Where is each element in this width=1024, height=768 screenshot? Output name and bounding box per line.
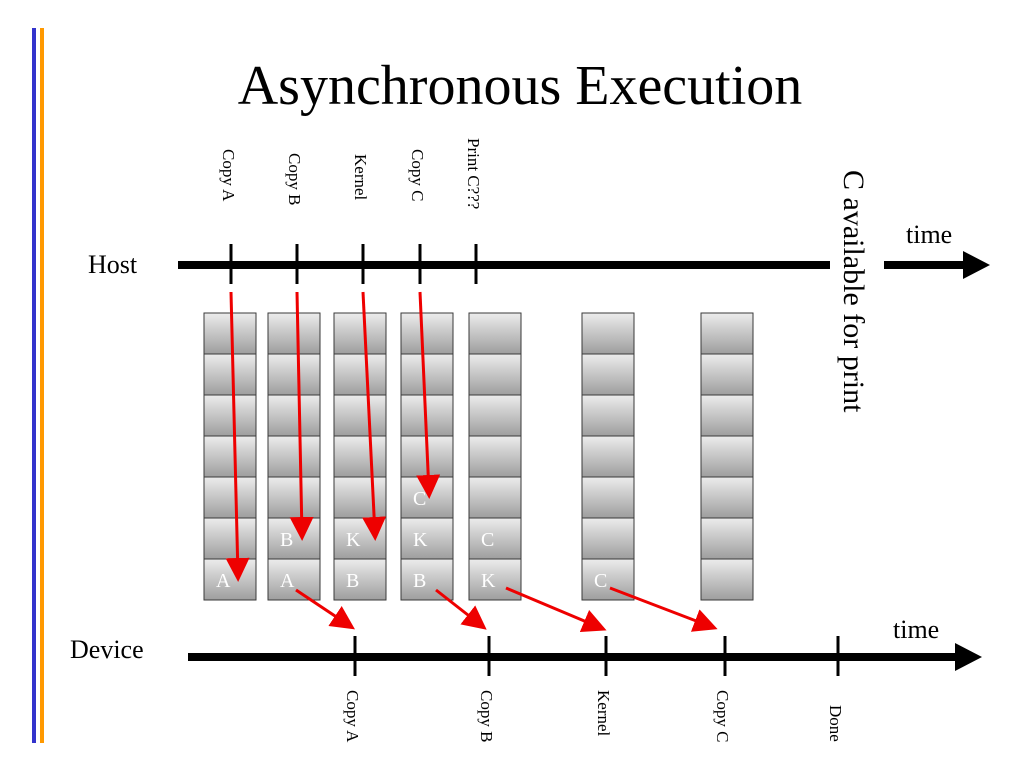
queue-stack-5	[468, 312, 522, 601]
queue-cell	[333, 312, 387, 355]
queue-cell-letter: C	[481, 529, 495, 551]
queue-cell	[400, 517, 454, 560]
queue-cell	[400, 558, 454, 601]
queue-cell	[203, 476, 257, 519]
host-time-label: time	[906, 220, 953, 249]
arrow-dequeue-copy-b	[435, 588, 487, 630]
queue-cell	[267, 558, 321, 601]
queue-cell	[400, 353, 454, 396]
queue-cell-letter: B	[280, 529, 294, 551]
queue-cell	[333, 353, 387, 396]
queue-cell	[581, 312, 635, 355]
queue-cell	[333, 435, 387, 478]
queue-cell	[203, 435, 257, 478]
queue-cell	[267, 476, 321, 519]
device-timeline	[188, 643, 982, 671]
queue-cell	[468, 353, 522, 396]
queue-cell	[267, 394, 321, 437]
queue-cell	[400, 476, 454, 519]
queue-cell	[468, 312, 522, 355]
queue-cell	[581, 353, 635, 396]
queue-cell	[700, 558, 754, 601]
queue-stacks	[203, 312, 754, 601]
arrow-dequeue-kernel	[505, 586, 607, 633]
queue-cell	[468, 394, 522, 437]
queue-cell-letter: K	[481, 570, 496, 592]
host-event-print: Print C???	[464, 138, 483, 210]
arrow-enqueue-kernel	[361, 291, 387, 541]
device-time-label: time	[893, 615, 940, 644]
queue-cell	[267, 353, 321, 396]
accent-bar-blue	[32, 28, 36, 743]
queue-cell	[203, 517, 257, 560]
queue-cell	[700, 517, 754, 560]
queue-cell	[700, 435, 754, 478]
slide-title: Asynchronous Execution	[237, 55, 803, 117]
accent-bar-orange	[40, 28, 44, 743]
queue-cell-letter: C	[594, 570, 608, 592]
device-label: Device	[70, 635, 144, 664]
queue-cell-letter: B	[413, 570, 427, 592]
queue-stack-3	[333, 312, 387, 601]
queue-cell	[203, 394, 257, 437]
arrow-dequeue-copy-c	[609, 586, 718, 632]
queue-stack-6	[581, 312, 635, 601]
queue-cell	[700, 353, 754, 396]
device-event-copy-c: Copy C	[713, 690, 732, 743]
queue-cell	[333, 394, 387, 437]
host-event-kernel: Kernel	[351, 154, 370, 201]
device-event-kernel: Kernel	[594, 690, 613, 737]
queue-cell	[581, 394, 635, 437]
host-event-copy-c: Copy C	[408, 149, 427, 202]
queue-cell	[267, 312, 321, 355]
queue-cell	[700, 312, 754, 355]
print-availability-note: C available for print	[837, 170, 870, 413]
queue-cell	[203, 312, 257, 355]
queue-cell-letter: B	[346, 570, 360, 592]
queue-cell-letter: K	[346, 529, 361, 551]
queue-cell	[203, 353, 257, 396]
queue-cell	[700, 476, 754, 519]
arrow-enqueue-copy-a	[225, 291, 250, 582]
queue-stack-7	[700, 312, 754, 601]
queue-cell	[468, 558, 522, 601]
queue-cell-letter: C	[413, 488, 427, 510]
queue-cell-letter: K	[413, 529, 428, 551]
queue-cell	[468, 435, 522, 478]
queue-cell	[581, 435, 635, 478]
queue-cell	[581, 517, 635, 560]
dequeue-arrows	[295, 586, 718, 633]
device-event-done: Done	[826, 705, 845, 742]
device-event-copy-a: Copy A	[343, 690, 362, 743]
queue-cell-letter: A	[280, 570, 295, 592]
queue-cell	[333, 558, 387, 601]
queue-cell	[333, 476, 387, 519]
host-time-arrow	[884, 251, 990, 279]
queue-stack-2	[267, 312, 321, 601]
queue-cell	[267, 435, 321, 478]
queue-cell	[468, 476, 522, 519]
device-event-copy-b: Copy B	[477, 690, 496, 743]
arrow-enqueue-copy-c	[416, 291, 441, 499]
queue-stack-4	[400, 312, 454, 601]
queue-cell	[400, 312, 454, 355]
queue-cell	[267, 517, 321, 560]
queue-cell	[581, 476, 635, 519]
host-label: Host	[88, 250, 138, 279]
queue-cell-letter: A	[216, 570, 231, 592]
queue-stack-1	[203, 312, 257, 601]
host-event-copy-b: Copy B	[285, 153, 304, 206]
arrow-enqueue-copy-b	[289, 291, 314, 541]
enqueue-arrows	[225, 291, 441, 582]
arrow-dequeue-copy-a	[295, 588, 355, 630]
queue-cell	[468, 517, 522, 560]
queue-cell	[700, 394, 754, 437]
host-event-copy-a: Copy A	[219, 149, 238, 202]
